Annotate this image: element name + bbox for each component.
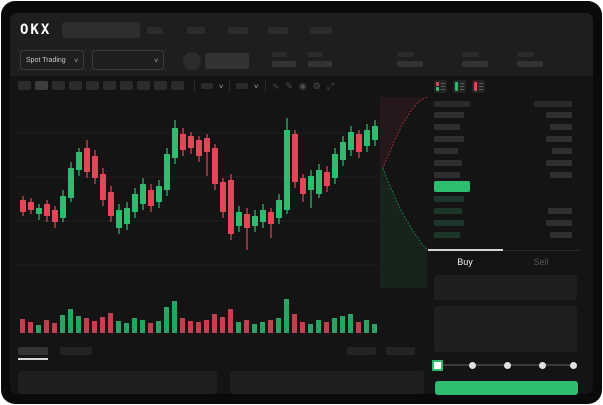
toolbar-divider — [194, 81, 195, 91]
stat-value-placeholder — [397, 61, 423, 67]
nav-item-placeholder[interactable] — [310, 27, 332, 34]
stat-label-placeholder — [272, 52, 287, 57]
slider-handle[interactable] — [432, 360, 443, 371]
market-type-label: Spot Trading — [26, 56, 66, 64]
stat-value-placeholder — [272, 61, 296, 67]
orderbook-amount-header — [534, 101, 572, 107]
stat-label-placeholder — [308, 52, 323, 57]
bottom-panel-right — [230, 371, 424, 394]
book-bids-view-icon[interactable] — [453, 80, 466, 93]
timeframe-button-row — [18, 81, 184, 90]
orderbook-amount-cell — [552, 148, 572, 154]
stat-label-placeholder — [462, 52, 479, 57]
orderbook-price-cell[interactable] — [434, 196, 464, 202]
slider-stop-dot[interactable] — [570, 362, 577, 369]
timeframe-button[interactable] — [103, 81, 116, 90]
last-price-pill[interactable] — [434, 181, 470, 192]
slider-stop-dot[interactable] — [469, 362, 476, 369]
pair-avatar — [183, 52, 201, 70]
fullscreen-icon[interactable]: ⤢ — [326, 81, 335, 91]
chart-bottom-tab-active[interactable] — [18, 347, 48, 355]
chevron-down-icon[interactable]: ∨ — [253, 83, 260, 90]
camera-snapshot-icon[interactable]: ◉ — [298, 81, 307, 91]
market-type-selector[interactable]: Spot Trading ∨ — [20, 50, 84, 70]
wave-indicator-icon[interactable]: ∿ — [271, 81, 280, 91]
orderbook-price-header — [434, 101, 470, 107]
pair-selector[interactable]: ∨ — [92, 50, 164, 70]
stat-value-placeholder — [308, 61, 332, 67]
slider-stop-dot[interactable] — [504, 362, 511, 369]
orderbook-amount-cell — [550, 124, 572, 130]
book-combined-view-icon[interactable] — [434, 80, 447, 93]
nav-item-placeholder[interactable] — [228, 27, 248, 34]
chart-bottom-link[interactable] — [347, 347, 376, 355]
tabs-divider — [428, 250, 580, 251]
stat-value-placeholder — [517, 61, 543, 67]
orderbook-price-cell[interactable] — [434, 172, 460, 178]
timeframe-button[interactable] — [86, 81, 99, 90]
timeframe-button[interactable] — [69, 81, 82, 90]
chart-bottom-link[interactable] — [386, 347, 415, 355]
orderbook-amount-cell — [548, 208, 572, 214]
active-tab-underline — [18, 358, 48, 360]
search-input[interactable] — [62, 22, 140, 38]
orderbook-amount-cell — [550, 232, 572, 238]
chart-toolbar-tools: ∨ ∨ ∿ ✎ ◉ ⚙ ⤢ — [194, 80, 334, 92]
orderbook-price-cell[interactable] — [434, 148, 458, 154]
bottom-panel-left — [18, 371, 217, 394]
buy-submit-button[interactable] — [435, 381, 578, 395]
orderbook-amount-cell — [546, 220, 572, 226]
orderbook-price-cell[interactable] — [434, 124, 460, 130]
orderbook-price-cell[interactable] — [434, 220, 464, 226]
orderbook-view-toggles — [434, 80, 485, 93]
nav-item-placeholder[interactable] — [147, 27, 163, 34]
okx-logo: OKX — [20, 22, 52, 38]
timeframe-button[interactable] — [171, 81, 184, 90]
draw-tool-icon[interactable]: ✎ — [285, 81, 293, 91]
timeframe-button[interactable] — [18, 81, 31, 90]
timeframe-button[interactable] — [154, 81, 167, 90]
tab-sell[interactable]: Sell — [533, 257, 549, 267]
nav-item-placeholder[interactable] — [268, 27, 288, 34]
orderbook-price-cell[interactable] — [434, 112, 464, 118]
nav-item-placeholder[interactable] — [187, 27, 205, 34]
orderbook-amount-cell — [546, 112, 572, 118]
chart-settings-icon[interactable]: ⚙ — [312, 81, 321, 91]
overlay-selector[interactable] — [236, 83, 249, 89]
chevron-down-icon: ∨ — [152, 57, 159, 64]
orderbook-price-cell[interactable] — [434, 232, 460, 238]
indicator-selector[interactable] — [201, 83, 213, 89]
price-placeholder — [205, 53, 249, 69]
orderbook-amount-cell — [546, 136, 572, 142]
orderbook-price-cell[interactable] — [434, 136, 464, 142]
slider-stop-dot[interactable] — [539, 362, 546, 369]
toolbar-divider — [264, 81, 266, 91]
chevron-down-icon: ∨ — [72, 57, 79, 64]
buy-tab-indicator — [428, 249, 503, 251]
book-asks-view-icon[interactable] — [472, 80, 485, 93]
stat-value-placeholder — [462, 61, 488, 67]
chevron-down-icon[interactable]: ∨ — [218, 83, 225, 90]
price-input[interactable] — [434, 275, 577, 300]
timeframe-button[interactable] — [120, 81, 133, 90]
orderbook-price-cell[interactable] — [434, 208, 462, 214]
orderbook-price-cell[interactable] — [434, 160, 462, 166]
timeframe-button[interactable] — [52, 81, 65, 90]
orderbook-amount-cell — [546, 160, 572, 166]
amount-input[interactable] — [434, 306, 577, 352]
timeframe-button[interactable] — [137, 81, 150, 90]
chart-bottom-tab[interactable] — [60, 347, 92, 355]
toolbar-divider — [229, 81, 231, 91]
orderbook-amount-cell — [550, 172, 572, 178]
stat-label-placeholder — [517, 52, 534, 57]
stat-label-placeholder — [397, 52, 414, 57]
timeframe-button[interactable] — [35, 81, 48, 90]
tab-buy[interactable]: Buy — [457, 257, 473, 267]
